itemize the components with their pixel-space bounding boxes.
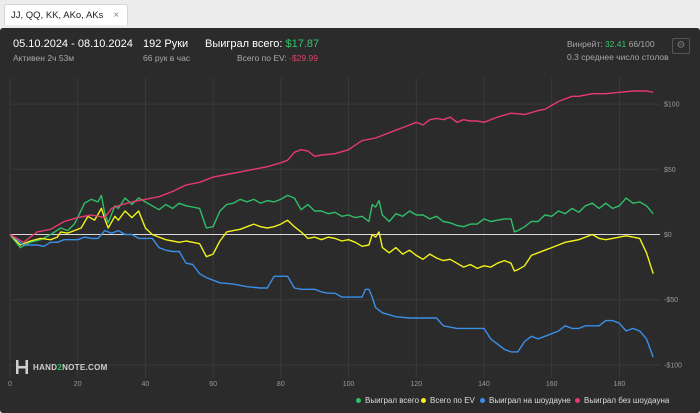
won-total: Выиграл всего: $17.87 [205,38,319,50]
y-tick-label: $50 [664,167,676,174]
legend-item-showdown[interactable]: Выиграл на шоудауне [480,396,571,405]
legend-label-showdown: Выиграл на шоудауне [489,396,571,405]
logo-text-a: HAND [33,362,58,372]
legend-label-ev: Всего по EV [430,396,475,405]
series-line-1 [9,207,654,274]
hand2note-logo-icon [16,360,28,374]
y-tick-label: -$50 [664,297,678,304]
x-tick-label: 80 [277,381,285,388]
legend-dot-won-total [356,398,361,403]
won-label: Выиграл всего: [205,38,283,50]
x-tick-label: 180 [614,381,626,388]
winrate-label: Винрейт: [567,39,603,49]
gear-icon[interactable]: ⚙ [672,38,690,54]
tab-label: JJ, QQ, KK, AKo, AKs [11,9,104,21]
y-tick-label: $0 [664,232,672,239]
winrate-unit: 66/100 [628,39,655,49]
hands-count: 192 Руки [143,38,189,50]
won-value: $17.87 [285,38,320,50]
legend-item-won-total[interactable]: Выиграл всего [356,396,419,405]
legend-dot-ev [421,398,426,403]
close-icon[interactable]: × [113,9,120,21]
x-tick-label: 160 [546,381,558,388]
tab-bar: JJ, QQ, KK, AKo, AKs × [0,0,700,28]
avg-tables: 0.3 среднее число столов [567,52,669,62]
ev-value: -$29.99 [289,53,318,63]
x-tick-label: 0 [8,381,12,388]
x-tick-label: 40 [142,381,150,388]
series-line-3 [9,90,654,243]
legend-dot-showdown [480,398,485,403]
date-range: 05.10.2024 - 08.10.2024 [13,38,133,50]
chart-ticks: 0 20 40 60 80 100 120 140 160 180 -$100 -$50 $0 $50 $1… [8,102,682,388]
winrate-value: 32.41 [604,39,627,49]
x-tick-label: 20 [74,381,82,388]
active-time: Активен 2ч 53м [13,53,75,63]
ev-label: Всего по EV: [237,53,287,63]
legend-label-won-total: Выиграл всего [365,396,420,405]
logo-text-b: 2 [57,362,63,372]
winrate: Винрейт: 32.41 66/100 [567,39,655,49]
chart-lines [9,90,654,358]
x-tick-label: 100 [343,381,355,388]
y-tick-label: $100 [664,102,680,109]
legend-label-no-showdown: Выиграл без шоудауна [584,396,670,405]
series-line-2 [9,229,654,358]
x-tick-label: 60 [209,381,217,388]
tab-hand-range[interactable]: JJ, QQ, KK, AKo, AKs × [4,4,129,25]
legend-dot-no-showdown [575,398,580,403]
logo-text-c: NOTE.COM [62,362,108,372]
x-tick-label: 140 [478,381,490,388]
x-tick-label: 120 [410,381,422,388]
ev-total: Всего по EV: -$29.99 [237,53,318,63]
logo: HAND 2 NOTE.COM [16,360,108,374]
hands-per-hour: 66 рук в час [143,53,191,63]
legend-item-ev[interactable]: Всего по EV [421,396,475,405]
legend-item-no-showdown[interactable]: Выиграл без шоудауна [575,396,669,405]
y-tick-label: -$100 [664,362,682,369]
stats-panel [0,28,700,413]
